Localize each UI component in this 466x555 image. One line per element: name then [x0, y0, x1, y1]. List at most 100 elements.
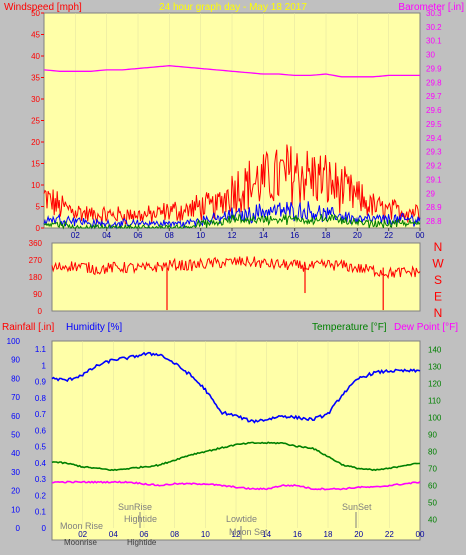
rainfall-tick-label: 0	[42, 524, 47, 533]
wind-x-tick-label: 06	[134, 231, 143, 240]
humidity-tick-label: 80	[11, 374, 20, 383]
humidity-tick-label: 60	[11, 412, 20, 421]
barometer-tick-label: 30.3	[426, 9, 442, 18]
rainfall-tick-label: 0.3	[35, 475, 47, 484]
wind-average-line	[43, 213, 421, 230]
wind-x-tick-label: 02	[71, 231, 80, 240]
barometer-line	[43, 65, 420, 78]
wind-wind-line	[43, 201, 421, 230]
direction-tick-label: 90	[33, 290, 42, 299]
rainfall-axis-title: Rainfall [.in]	[2, 322, 54, 333]
barometer-tick-label: 29.9	[426, 64, 442, 73]
humidity-tick-label: 50	[11, 431, 20, 440]
direction-line	[51, 256, 421, 280]
direction-tick-label: 270	[29, 256, 43, 265]
humidity-tick-label: 30	[11, 468, 20, 477]
barometer-y-ticks: 30.3 30.2 30.1 30 29.9 29.8 29.7 29.6 29.5 29.4 29…	[426, 9, 442, 226]
wind-x-tick-label: 04	[102, 231, 111, 240]
wind-tick-label: 40	[31, 52, 40, 61]
wind-tick-label: 35	[31, 74, 40, 83]
barometer-tick-label: 30	[426, 51, 435, 60]
wind-x-tick-label: 10	[196, 231, 205, 240]
hightide-bottom-label: Hightide	[127, 538, 157, 547]
wind-x-ticks: 02 04 06 08 10 12 14 16 18 20 22 00	[71, 228, 425, 240]
compass-letter: W	[432, 257, 444, 271]
barometer-tick-label: 30.1	[426, 37, 442, 46]
climate-x-tick-label: 02	[78, 530, 87, 539]
wind-x-tick-label: 12	[228, 231, 237, 240]
wind-tick-label: 5	[36, 203, 41, 212]
temperature-tick-label: 130	[428, 363, 442, 372]
moonset-label: Moon Set	[229, 527, 268, 537]
temperature-tick-label: 100	[428, 414, 442, 423]
temperature-tick-label: 40	[428, 516, 437, 525]
temperature-tick-label: 50	[428, 499, 437, 508]
humidity-tick-label: 10	[11, 505, 20, 514]
compass-letter: S	[434, 273, 442, 287]
barometer-tick-label: 29.8	[426, 78, 442, 87]
climate-series	[51, 351, 421, 491]
moonrise-top-label: Moon Rise	[60, 521, 103, 531]
temperature-y-ticks: 140 130 120 110 100 90 80 70 60 50 40	[428, 346, 442, 525]
wind-x-tick-label: 16	[290, 231, 299, 240]
wind-x-tick-label: 22	[384, 231, 393, 240]
barometer-tick-label: 29.3	[426, 148, 442, 157]
direction-y-ticks: 360 270 180 90 0	[29, 239, 43, 316]
barometer-tick-label: 29.1	[426, 175, 442, 184]
sunset-label: SunSet	[342, 502, 372, 512]
sunrise-label: SunRise	[118, 502, 152, 512]
wind-tick-label: 0	[36, 224, 41, 233]
rainfall-tick-label: 1	[42, 361, 47, 370]
humidity-tick-label: 100	[7, 337, 21, 346]
wind-tick-label: 25	[31, 117, 40, 126]
temperature-tick-label: 80	[428, 448, 437, 457]
wind-x-tick-label: 14	[259, 231, 268, 240]
barometer-axis-title: Barometer [.in]	[398, 2, 464, 13]
moonrise-label: Moonrise	[64, 538, 97, 547]
climate-x-tick-label: 18	[324, 530, 333, 539]
temperature-tick-label: 90	[428, 431, 437, 440]
humidity-tick-label: 40	[11, 449, 20, 458]
temperature-tick-label: 60	[428, 482, 437, 491]
temperature-tick-label: 140	[428, 346, 442, 355]
compass-letter: N	[434, 306, 443, 320]
climate-x-tick-label: 20	[354, 530, 363, 539]
humidity-tick-label: 90	[11, 356, 20, 365]
rainfall-tick-label: 0.4	[35, 459, 47, 468]
climate-x-tick-label: 06	[140, 530, 149, 539]
direction-tick-label: 360	[29, 239, 43, 248]
barometer-tick-label: 29.6	[426, 106, 442, 115]
rainfall-tick-label: 0.5	[35, 443, 47, 452]
humidity-tick-label: 0	[16, 524, 21, 533]
barometer-tick-label: 29.7	[426, 92, 442, 101]
direction-tick-label: 0	[38, 307, 43, 316]
chart-title: 24 hour graph day - May 18 2017	[159, 2, 307, 13]
climate-x-tick-label: 22	[385, 530, 394, 539]
wind-x-tick-label: 08	[165, 231, 174, 240]
rainfall-tick-label: 1.1	[35, 345, 47, 354]
compass-letter: N	[434, 240, 443, 254]
rainfall-tick-label: 0.7	[35, 410, 47, 419]
compass-letter: E	[434, 290, 442, 304]
barometer-tick-label: 29.4	[426, 134, 442, 143]
climate-x-tick-label: 12	[232, 530, 241, 539]
climate-x-tick-label: 14	[262, 530, 271, 539]
rainfall-y-ticks: 1.1 1 0.9 0.8 0.7 0.6 0.5 0.4 0.3 0.2 0.1 0	[35, 345, 47, 533]
humidity-tick-label: 20	[11, 487, 20, 496]
hightide-label: Hightide	[124, 514, 157, 524]
rainfall-tick-label: 0.9	[35, 378, 47, 387]
barometer-tick-label: 29.5	[426, 120, 442, 129]
temperature-tick-label: 70	[428, 465, 437, 474]
barometer-tick-label: 30.2	[426, 23, 442, 32]
humidity-tick-label: 70	[11, 393, 20, 402]
humidity-line	[51, 351, 421, 424]
climate-x-ticks: 02 04 06 08 10 12 14 16 18 20 22 00	[78, 530, 425, 539]
wind-tick-label: 45	[31, 31, 40, 40]
wind-tick-label: 15	[31, 160, 40, 169]
direction-series	[51, 256, 421, 311]
